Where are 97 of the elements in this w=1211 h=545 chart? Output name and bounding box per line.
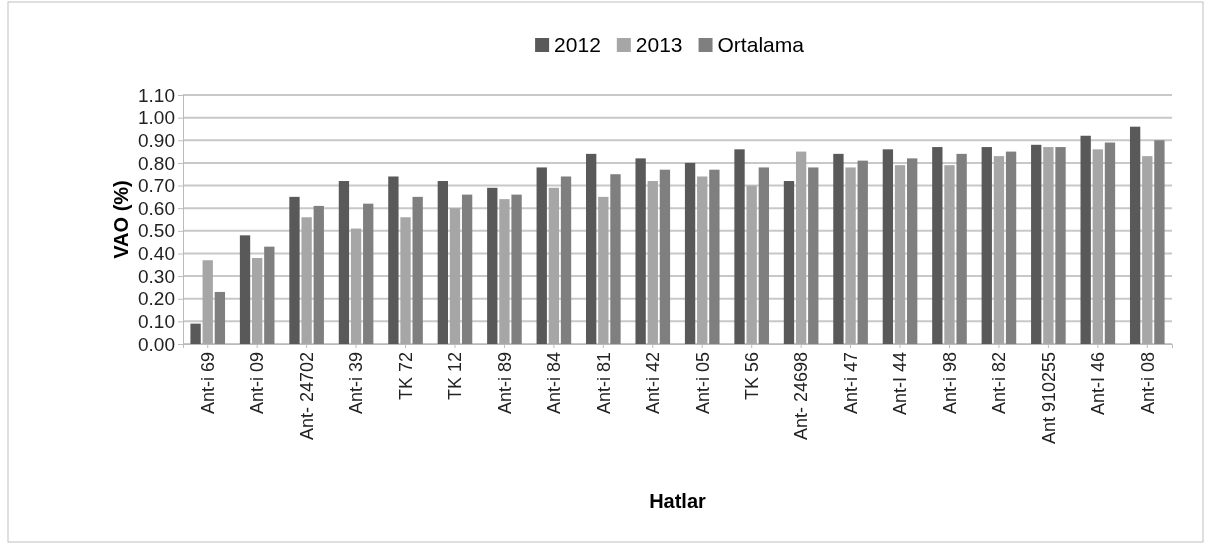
bar [894, 165, 906, 344]
bar [388, 176, 399, 344]
bar [907, 158, 918, 344]
bar [808, 167, 819, 344]
bar [659, 169, 671, 344]
bar [400, 217, 411, 344]
bar [214, 291, 226, 344]
bar [795, 151, 807, 344]
bar [610, 174, 621, 344]
x-tick-label: Ant-i 05 [692, 352, 713, 415]
bar [264, 246, 275, 344]
bar [746, 185, 757, 344]
bar [1031, 144, 1042, 344]
x-tick-label: Ant-i 42 [643, 352, 664, 415]
y-tick-label: 0.80 [138, 152, 175, 174]
x-tick-label: Ant-I 46 [1088, 352, 1109, 416]
y-tick-label: 1.10 [138, 84, 175, 106]
x-tick-label: TK 72 [395, 352, 416, 401]
y-tick-label: 0.90 [138, 129, 175, 151]
x-tick-label: Ant-i 84 [544, 352, 565, 415]
x-tick-label: TK 12 [445, 352, 466, 401]
bar [932, 147, 943, 344]
bar [239, 235, 251, 344]
bar [363, 203, 374, 344]
x-tick-label: Ant-i 89 [494, 352, 515, 415]
bar [487, 187, 498, 344]
bar [536, 167, 547, 344]
bar [734, 149, 745, 344]
bar [301, 217, 312, 344]
bar [833, 153, 844, 344]
y-tick-label: 0.20 [138, 288, 175, 310]
x-tick-label: Ant-i 81 [593, 352, 614, 415]
x-tick-label: Ant-i 98 [939, 352, 960, 415]
x-tick-label: Ant-i 08 [1137, 352, 1158, 415]
bar [499, 199, 510, 344]
bar [635, 158, 646, 344]
bar [857, 160, 868, 344]
bar [313, 205, 324, 344]
x-tick-label: Ant- 24698 [791, 352, 812, 441]
bar [709, 169, 720, 344]
bar [1005, 151, 1017, 344]
y-tick-label: 0.00 [138, 333, 175, 355]
bar [944, 165, 955, 344]
x-axis-title: Hatlar [649, 490, 707, 512]
y-tick-label: 0.40 [138, 243, 175, 265]
bar [560, 176, 572, 344]
bar [1092, 149, 1103, 344]
x-tick-label: TK 56 [741, 352, 762, 401]
bar [449, 208, 461, 344]
bar [845, 167, 856, 344]
bar [1154, 140, 1165, 344]
bar [252, 257, 263, 344]
bar [202, 260, 213, 344]
bar [783, 181, 795, 344]
bar [647, 181, 658, 344]
bar [412, 196, 423, 344]
y-tick-label: 0.30 [138, 265, 175, 287]
bar [956, 153, 967, 344]
bar [1129, 126, 1141, 344]
bar [882, 149, 894, 344]
legend-label: Ortalama [717, 33, 805, 56]
x-tick-label: Ant-i 69 [198, 352, 219, 415]
x-tick-label: Ant 910255 [1038, 352, 1059, 445]
bar [548, 187, 560, 344]
x-tick-label: Ant-i 47 [840, 352, 861, 415]
y-tick-label: 0.70 [138, 175, 175, 197]
bar [190, 323, 201, 344]
bar [697, 176, 708, 344]
y-tick-label: 1.00 [138, 107, 175, 129]
legend-label: 2012 [554, 33, 601, 56]
bar [981, 147, 992, 344]
bar [598, 196, 609, 344]
y-tick-label: 0.50 [138, 220, 175, 242]
y-tick-label: 0.10 [138, 310, 175, 332]
bar [586, 153, 597, 344]
x-tick-label: Ant- 24702 [296, 352, 317, 441]
bar [758, 167, 769, 344]
y-tick-label: 0.60 [138, 197, 175, 219]
bar [461, 194, 473, 344]
bar [511, 194, 522, 344]
bar [350, 228, 362, 344]
x-tick-label: Ant-I 44 [890, 352, 911, 416]
bar [1142, 156, 1153, 344]
y-axis-title: VAO (%) [110, 180, 132, 259]
x-tick-label: Ant-i 39 [346, 352, 367, 415]
legend-label: 2013 [635, 33, 683, 56]
x-tick-label: Ant-i 82 [989, 352, 1010, 415]
bar [338, 181, 350, 344]
bar [437, 181, 448, 344]
bar [684, 162, 696, 344]
bar [1104, 142, 1116, 344]
bar [1055, 147, 1066, 344]
bar [1080, 135, 1091, 344]
bar [1043, 147, 1054, 344]
x-tick-label: Ant-i 09 [247, 352, 268, 415]
bar [993, 156, 1005, 344]
bar [289, 196, 300, 344]
